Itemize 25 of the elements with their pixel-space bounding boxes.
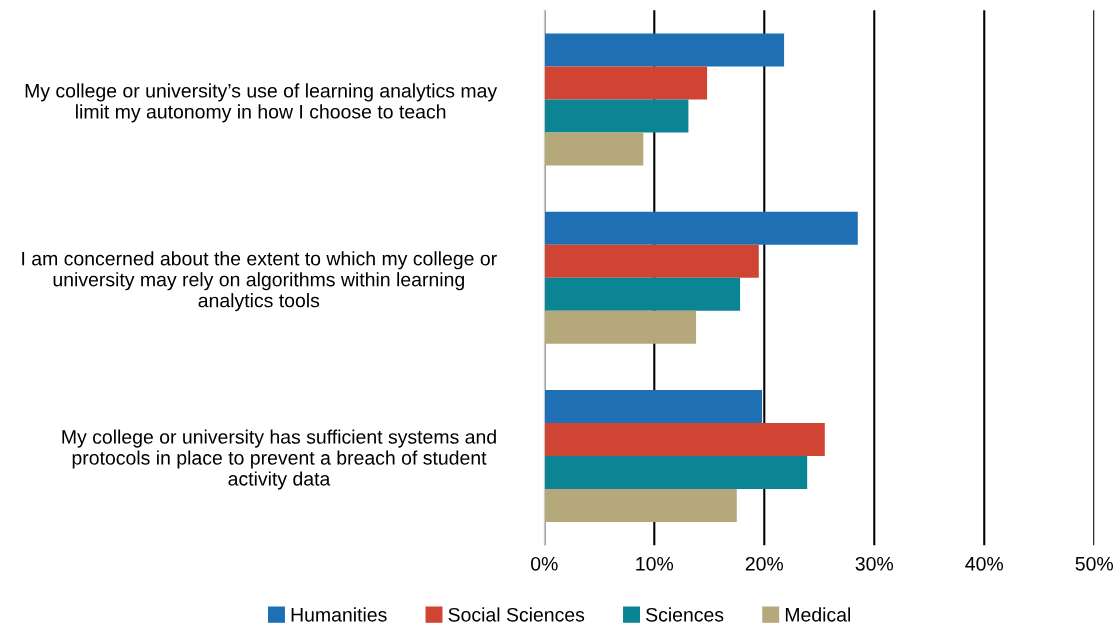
bar: [544, 277, 741, 311]
x-tick-label: 40%: [965, 556, 1004, 571]
bar: [544, 66, 708, 100]
legend-label: Social Sciences: [448, 607, 585, 622]
bar: [544, 456, 808, 490]
bar: [544, 310, 697, 344]
x-tick-label: 10%: [636, 556, 674, 571]
y-tick-label: My college or university has sufficient systems and protocols in place to prevent a breach of student activity data: [62, 429, 496, 490]
bar: [544, 423, 825, 457]
x-tick-label: 0%: [531, 556, 558, 571]
x-tick-label: 30%: [855, 556, 894, 571]
legend-label: Medical: [785, 607, 851, 622]
y-tick-label: I am concerned about the extent to which my college or university may rely on algorithms within learning analytics tools: [22, 251, 497, 312]
legend-label: Sciences: [646, 607, 724, 622]
legend-label: Humanities: [291, 607, 387, 622]
y-tick-label: My college or university’s use of learning analytics may limit my autonomy in how I choose to teach: [25, 83, 498, 123]
bar: [544, 33, 785, 67]
bar: [544, 390, 763, 424]
bar: [544, 132, 644, 166]
x-tick-label: 50%: [1075, 556, 1114, 571]
bar: [544, 244, 759, 278]
bar: [544, 489, 737, 523]
x-tick-label: 20%: [745, 556, 784, 571]
bar: [544, 211, 858, 245]
bar: [544, 99, 689, 133]
